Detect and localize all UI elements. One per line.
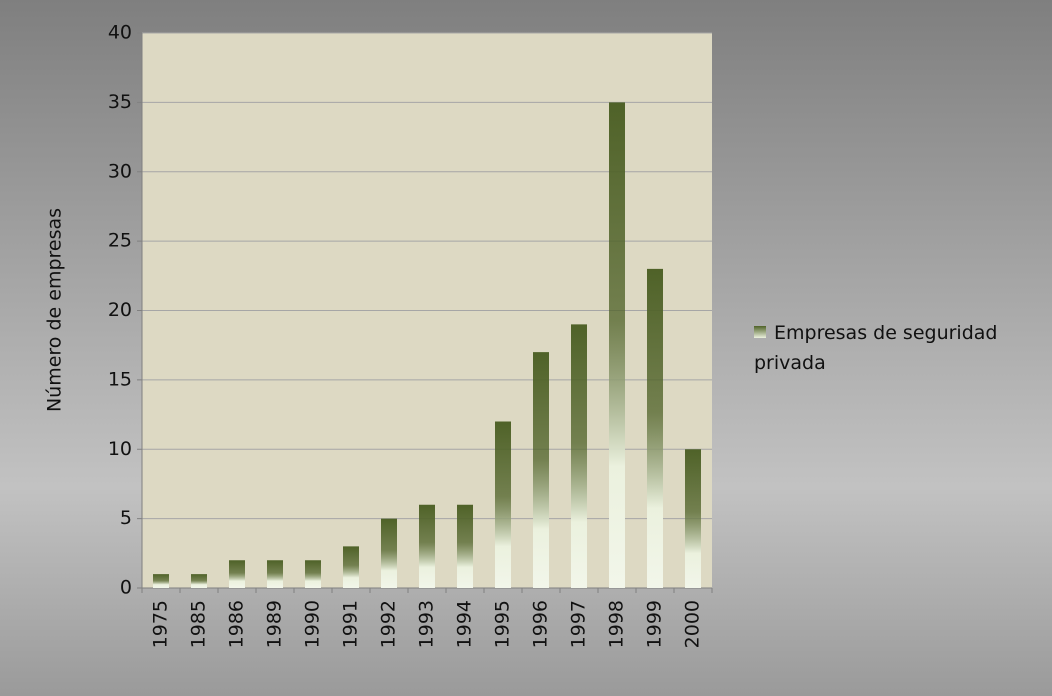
x-tick-label: 1996 [530,600,552,648]
bar [191,574,207,588]
bar [533,352,549,588]
bar [609,102,625,588]
bar [647,268,663,588]
x-tick-label: 1986 [226,600,248,648]
x-tick-label: 1993 [416,600,438,648]
x-tick-label: 1994 [454,600,476,648]
y-tick-label: 40 [108,22,132,44]
y-tick-label: 10 [108,438,132,460]
bar [343,546,359,588]
y-tick-label: 5 [120,507,132,529]
x-tick-label: 1991 [340,600,362,648]
y-tick-label: 0 [120,577,132,599]
x-tick-label: 1995 [492,600,514,648]
legend-label: Empresas de seguridad privada [754,322,998,374]
x-tick-label: 1975 [150,600,172,648]
y-tick-label: 35 [108,91,132,113]
legend: Empresas de seguridad privada [754,318,1044,378]
y-tick-label: 25 [108,230,132,252]
y-axis-label: Número de empresas [44,208,66,412]
x-tick-label: 2000 [682,600,704,648]
x-tick-label: 1989 [264,600,286,648]
bar [153,574,169,588]
bar [571,324,587,588]
x-tick-label: 1985 [188,600,210,648]
bar [419,504,435,588]
bar [495,421,511,588]
bar [267,560,283,588]
bar [381,518,397,588]
bar [685,449,701,588]
x-tick-label: 1990 [302,600,324,648]
bar [229,560,245,588]
y-tick-label: 30 [108,160,132,182]
x-tick-label: 1992 [378,600,400,648]
bar [457,504,473,588]
x-tick-label: 1997 [568,600,590,648]
x-tick-label: 1998 [606,600,628,648]
y-tick-label: 20 [108,299,132,321]
legend-key [754,326,766,338]
bar [305,560,321,588]
y-tick-label: 15 [108,368,132,390]
x-tick-label: 1999 [644,600,666,648]
